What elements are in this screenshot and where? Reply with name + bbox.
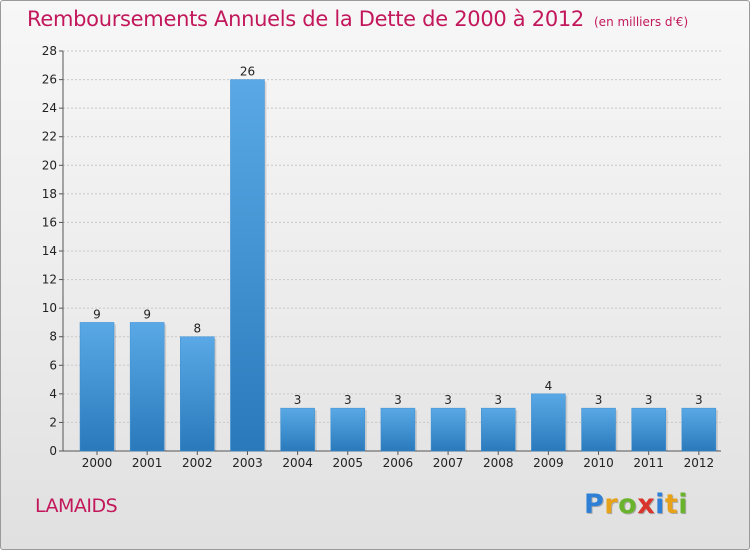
- logo-letter: r: [604, 489, 619, 520]
- labels: 0246810121416182022242628200092001920028…: [42, 44, 714, 470]
- y-tick-label: 0: [49, 444, 57, 458]
- bar: [280, 407, 315, 452]
- bar: [330, 407, 366, 452]
- bar: [480, 407, 516, 452]
- data-label: 3: [294, 393, 302, 407]
- bar: [79, 322, 115, 452]
- data-label: 26: [240, 65, 255, 79]
- data-label: 3: [595, 393, 603, 407]
- y-tick-label: 26: [42, 73, 57, 87]
- x-tick-label: 2010: [583, 456, 614, 470]
- x-tick-label: 2006: [383, 456, 414, 470]
- y-tick-label: 20: [42, 158, 57, 172]
- x-tick-label: 2008: [483, 456, 514, 470]
- y-tick-label: 28: [42, 44, 57, 58]
- y-tick-label: 2: [49, 415, 57, 429]
- logo-letter: i: [655, 489, 665, 520]
- logo-letter: P: [584, 489, 605, 520]
- data-label: 9: [93, 307, 101, 321]
- y-tick-label: 18: [42, 187, 57, 201]
- bars: [79, 79, 718, 452]
- logo-letter: i: [678, 489, 689, 520]
- data-label: 3: [695, 393, 703, 407]
- data-label: 3: [645, 393, 653, 407]
- y-tick-label: 24: [42, 101, 57, 115]
- bar: [681, 407, 717, 452]
- bar: [531, 393, 566, 452]
- data-label: 3: [444, 393, 452, 407]
- x-tick-label: 2007: [433, 456, 464, 470]
- title-text: Remboursements Annuels de la Dette de 20…: [27, 7, 584, 31]
- data-label: 8: [193, 322, 201, 336]
- chart-title: Remboursements Annuels de la Dette de 20…: [27, 7, 688, 31]
- logo-letter: x: [637, 489, 656, 520]
- y-tick-label: 14: [42, 244, 57, 258]
- bar: [631, 407, 666, 452]
- x-tick-label: 2001: [132, 456, 163, 470]
- x-tick-label: 2009: [533, 456, 564, 470]
- x-tick-label: 2000: [82, 456, 113, 470]
- bar: [230, 79, 265, 452]
- logo-letter: t: [664, 489, 679, 520]
- data-label: 4: [545, 379, 553, 393]
- bar: [380, 407, 416, 452]
- bar: [430, 407, 466, 452]
- y-tick-label: 4: [49, 387, 57, 401]
- y-tick-label: 22: [42, 130, 57, 144]
- bar: [581, 407, 616, 452]
- bar: [180, 336, 215, 452]
- chart-subtitle: (en milliers d'€): [594, 15, 689, 29]
- bar: [129, 322, 165, 452]
- data-label: 9: [143, 307, 151, 321]
- x-tick-label: 2012: [684, 456, 715, 470]
- data-label: 3: [344, 393, 352, 407]
- y-tick-label: 8: [49, 330, 57, 344]
- proxiti-logo: Proxiti: [584, 489, 688, 520]
- x-tick-label: 2005: [332, 456, 363, 470]
- y-tick-label: 12: [42, 273, 57, 287]
- y-tick-label: 16: [42, 215, 57, 229]
- x-tick-label: 2011: [633, 456, 664, 470]
- x-tick-label: 2003: [232, 456, 263, 470]
- x-tick-label: 2004: [282, 456, 313, 470]
- logo-letter: o: [618, 489, 638, 520]
- data-label: 3: [394, 393, 402, 407]
- y-tick-label: 10: [42, 301, 57, 315]
- data-label: 3: [494, 393, 502, 407]
- x-tick-label: 2002: [182, 456, 213, 470]
- commune-name: LAMAIDS: [35, 495, 118, 517]
- y-tick-label: 6: [49, 358, 57, 372]
